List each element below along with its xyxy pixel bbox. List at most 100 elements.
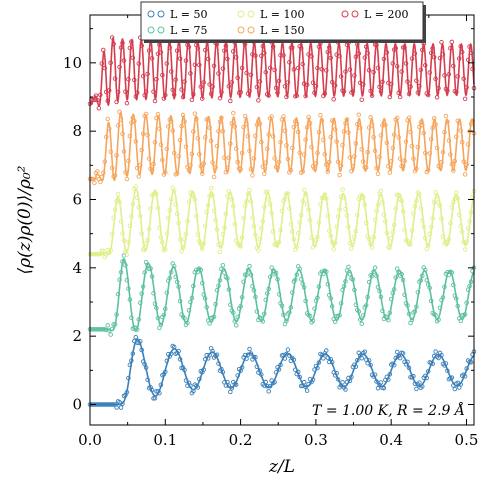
series-point-4 bbox=[192, 62, 198, 67]
series-point-0 bbox=[363, 357, 369, 362]
series-point-4 bbox=[228, 98, 233, 104]
series-point-4 bbox=[254, 84, 260, 90]
series-point-1 bbox=[115, 291, 121, 297]
series-point-2 bbox=[202, 223, 208, 229]
series-point-1 bbox=[220, 262, 226, 268]
series-point-2 bbox=[316, 220, 322, 225]
series-point-4 bbox=[199, 96, 205, 101]
series-point-3 bbox=[228, 141, 233, 147]
series-point-4 bbox=[402, 45, 407, 50]
series-point-2 bbox=[201, 241, 206, 247]
series-point-4 bbox=[439, 40, 444, 45]
series-point-2 bbox=[244, 199, 249, 204]
series-point-3 bbox=[195, 136, 201, 141]
series-point-3 bbox=[291, 124, 297, 130]
series-point-3 bbox=[319, 118, 325, 123]
series-point-4 bbox=[225, 56, 230, 62]
series-point-4 bbox=[387, 94, 393, 100]
series-point-4 bbox=[313, 83, 319, 89]
series-point-0 bbox=[335, 377, 341, 382]
series-point-2 bbox=[247, 187, 252, 193]
series-point-3 bbox=[403, 139, 409, 144]
series-point-0 bbox=[163, 369, 168, 375]
series-point-2 bbox=[177, 237, 183, 242]
series-point-3 bbox=[108, 149, 113, 155]
series-point-3 bbox=[448, 152, 453, 157]
series-point-1 bbox=[337, 313, 342, 318]
series-point-3 bbox=[415, 144, 421, 150]
series-point-0 bbox=[120, 401, 125, 407]
series-point-1 bbox=[120, 259, 125, 264]
series-point-2 bbox=[400, 209, 406, 214]
series-point-3 bbox=[231, 110, 236, 116]
series-point-1 bbox=[235, 314, 240, 320]
series-point-2 bbox=[229, 197, 235, 202]
series-point-3 bbox=[434, 145, 440, 151]
series-point-1 bbox=[145, 262, 150, 268]
series-point-1 bbox=[310, 318, 316, 323]
series-point-1 bbox=[399, 271, 404, 277]
series-point-0 bbox=[214, 352, 220, 357]
series-point-1 bbox=[275, 277, 280, 282]
series-point-4 bbox=[451, 63, 456, 69]
series-point-4 bbox=[117, 64, 122, 70]
series-point-0 bbox=[257, 368, 263, 373]
series-point-2 bbox=[163, 247, 168, 252]
series-point-3 bbox=[99, 174, 105, 180]
series-point-4 bbox=[455, 74, 461, 79]
series-point-2 bbox=[146, 226, 152, 232]
series-point-3 bbox=[288, 167, 294, 173]
series-point-4 bbox=[341, 89, 347, 94]
series-point-3 bbox=[251, 156, 257, 161]
series-point-2 bbox=[276, 239, 282, 245]
series-point-1 bbox=[284, 318, 289, 324]
series-point-0 bbox=[306, 381, 311, 387]
series-point-0 bbox=[171, 344, 177, 350]
series-point-3 bbox=[383, 122, 388, 128]
series-point-3 bbox=[217, 119, 223, 125]
series-point-4 bbox=[273, 85, 279, 91]
series-point-3 bbox=[316, 129, 322, 135]
series-point-2 bbox=[205, 203, 211, 208]
series-point-3 bbox=[386, 163, 391, 169]
series-point-0 bbox=[272, 379, 277, 385]
series-point-1 bbox=[232, 318, 237, 324]
series-point-4 bbox=[253, 53, 258, 58]
series-point-3 bbox=[278, 139, 283, 145]
series-point-3 bbox=[304, 125, 310, 130]
series-point-3 bbox=[170, 128, 175, 133]
series-point-2 bbox=[325, 213, 331, 218]
series-point-4 bbox=[163, 92, 168, 98]
series-point-4 bbox=[259, 53, 264, 59]
series-point-1 bbox=[231, 310, 236, 315]
series-point-2 bbox=[369, 245, 375, 250]
series-point-2 bbox=[270, 229, 276, 234]
series-point-1 bbox=[412, 309, 418, 314]
series-point-4 bbox=[154, 76, 159, 82]
series-point-4 bbox=[132, 77, 137, 83]
series-point-3 bbox=[442, 129, 447, 135]
series-point-4 bbox=[368, 88, 373, 94]
series-point-1 bbox=[155, 315, 161, 321]
series-point-0 bbox=[177, 357, 183, 362]
series-point-1 bbox=[347, 272, 353, 277]
series-point-1 bbox=[151, 291, 156, 296]
series-point-3 bbox=[343, 120, 348, 126]
series-point-3 bbox=[285, 156, 291, 162]
series-point-3 bbox=[115, 123, 121, 128]
series-point-4 bbox=[306, 52, 311, 57]
series-point-0 bbox=[220, 369, 226, 375]
series-point-2 bbox=[331, 247, 336, 252]
series-point-2 bbox=[285, 191, 291, 196]
series-point-4 bbox=[96, 105, 102, 111]
series-point-3 bbox=[124, 176, 130, 182]
series-point-3 bbox=[208, 138, 214, 144]
series-point-0 bbox=[225, 379, 230, 385]
series-point-4 bbox=[309, 54, 314, 59]
series-point-1 bbox=[372, 265, 378, 270]
series-point-0 bbox=[182, 367, 187, 373]
series-point-0 bbox=[297, 374, 302, 380]
series-point-2 bbox=[341, 195, 347, 200]
series-point-4 bbox=[353, 54, 359, 60]
series-point-2 bbox=[362, 202, 367, 207]
